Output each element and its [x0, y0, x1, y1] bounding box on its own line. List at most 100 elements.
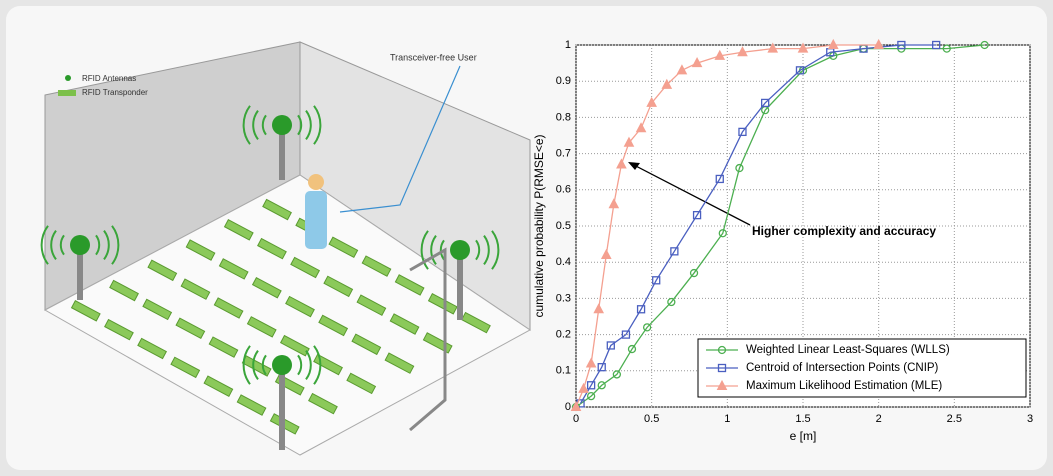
rfid-tag: [213, 297, 244, 319]
rfid-tag: [223, 219, 254, 241]
signal-wave: [261, 354, 303, 376]
callout-line: [339, 65, 461, 213]
marker: [667, 297, 676, 307]
marker: [627, 344, 637, 354]
marker: [932, 40, 941, 50]
legend-marker: [717, 363, 727, 373]
marker: [636, 305, 646, 314]
y-tick-label: 0.2: [556, 329, 571, 341]
rfid-tag: [351, 333, 382, 356]
rfid-tag: [318, 314, 349, 337]
marker: [661, 78, 673, 89]
rfid-tag: [137, 337, 168, 360]
legend-label: Weighted Linear Least-Squares (WLLS): [746, 344, 950, 356]
rfid-tag: [246, 316, 277, 338]
rfid-tag: [104, 318, 134, 341]
signal-wave: [420, 230, 500, 270]
callout: Transceiver-free User: [390, 52, 477, 62]
floor: [43, 174, 531, 456]
y-tick-label: 1: [565, 39, 571, 51]
rfid-tag: [257, 237, 287, 260]
marker: [593, 303, 605, 314]
y-tick-label: 0.1: [556, 365, 571, 377]
rfid-tag: [142, 298, 173, 321]
y-tick-label: 0.3: [556, 292, 571, 304]
y-tick-label: 0.7: [556, 148, 571, 160]
marker: [795, 66, 805, 75]
y-tick-label: 0: [565, 401, 571, 413]
marker: [612, 370, 622, 379]
marker: [623, 136, 635, 147]
x-tick-label: 0.5: [644, 413, 659, 425]
y-tick-label: 0.5: [556, 220, 571, 232]
user-body: [305, 191, 327, 249]
room-illustration: [40, 41, 531, 456]
x-tick-label: 1: [724, 413, 730, 425]
marker: [585, 357, 597, 368]
rfid-tag: [180, 278, 211, 300]
marker: [873, 38, 884, 49]
marker: [570, 400, 582, 411]
rfid-tag: [323, 275, 354, 298]
marker: [735, 163, 744, 173]
rfid-tag: [394, 274, 425, 296]
legend-label: Maximum Likelihood Estimation (MLE): [746, 380, 942, 392]
marker: [897, 40, 906, 50]
marker: [646, 96, 657, 107]
rfid-tag: [70, 300, 101, 322]
signal-wave: [261, 114, 303, 136]
antenna-icon: [65, 75, 71, 81]
legend-box: [697, 338, 1027, 398]
rfid-tag: [185, 239, 216, 261]
y-tick-label: 0.9: [556, 75, 571, 87]
marker: [715, 174, 724, 184]
antenna-pole: [279, 365, 285, 450]
legend-marker: [717, 345, 727, 355]
marker: [767, 42, 779, 53]
rfid-tag: [361, 255, 392, 277]
marker: [692, 210, 702, 220]
arrow-head: [628, 162, 640, 170]
marker: [642, 323, 652, 332]
rfid-tag: [461, 311, 491, 334]
annotation-arrow: [631, 163, 751, 226]
legend-label: RFID Transponder: [82, 88, 148, 97]
signal-wave: [59, 234, 101, 256]
antenna: [272, 355, 292, 375]
rfid-tag: [384, 352, 415, 374]
signal-wave: [430, 235, 490, 265]
rfid-tag: [203, 375, 234, 397]
rfid-tag: [356, 294, 387, 316]
y-axis-label: cumulative probability P(RMSE<e): [532, 134, 546, 317]
marker: [621, 330, 631, 339]
rfid-tag: [389, 313, 420, 335]
signal-wave: [50, 230, 110, 260]
marker: [586, 391, 596, 401]
marker: [714, 49, 726, 60]
y-tick-label: 0.8: [556, 111, 571, 123]
x-tick-label: 3: [1027, 413, 1033, 425]
rfid-tag: [147, 259, 178, 282]
antenna: [272, 115, 292, 135]
marker: [689, 268, 699, 278]
rfid-tag: [346, 372, 377, 395]
rfid-tag: [109, 279, 139, 302]
door: [409, 247, 447, 432]
antenna-pole: [457, 250, 463, 320]
x-tick-label: 1.5: [795, 413, 810, 425]
marker: [652, 276, 661, 285]
marker: [670, 247, 679, 256]
marker: [676, 64, 688, 75]
legend-label: RFID Antennas: [82, 74, 136, 83]
y-tick-label: 0.4: [556, 256, 571, 268]
x-tick-label: 2.5: [947, 413, 962, 425]
rfid-tag: [208, 336, 239, 358]
marker: [600, 248, 612, 259]
rfid-tag: [236, 394, 267, 416]
marker: [980, 40, 989, 50]
marker: [608, 198, 620, 209]
tag-icon: [58, 90, 76, 96]
marker: [827, 38, 839, 49]
marker: [586, 381, 596, 390]
